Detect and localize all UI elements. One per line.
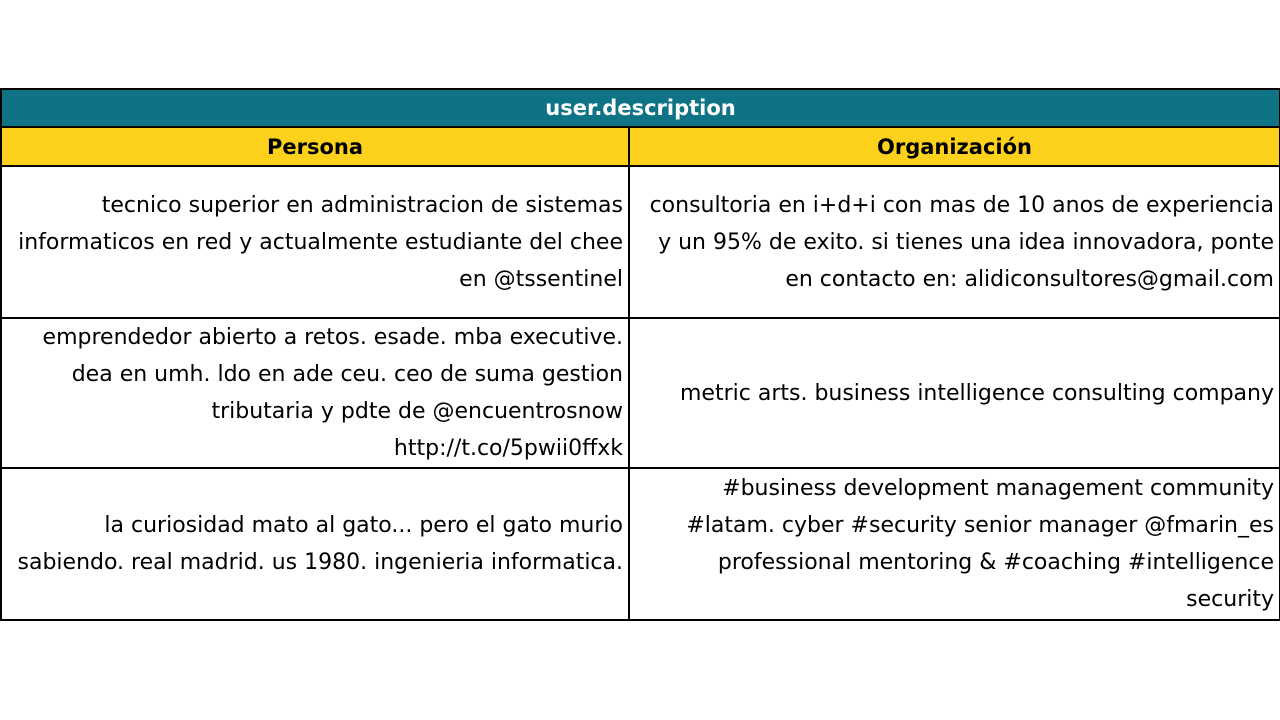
description-table-container: user.description Persona Organización te… — [0, 88, 1280, 621]
organizacion-cell: consultoria en i+d+i con mas de 10 anos … — [628, 165, 1280, 319]
description-table: user.description Persona Organización te… — [0, 88, 1280, 621]
persona-cell: emprendedor abierto a retos. esade. mba … — [0, 317, 630, 469]
header-persona: Persona — [0, 126, 630, 167]
persona-cell: la curiosidad mato al gato... pero el ga… — [0, 467, 630, 621]
table-row: tecnico superior en administracion de si… — [0, 165, 1280, 319]
table-row: emprendedor abierto a retos. esade. mba … — [0, 317, 1280, 469]
organizacion-cell: #business development management communi… — [628, 467, 1280, 621]
persona-cell: tecnico superior en administracion de si… — [0, 165, 630, 319]
table-header-row: Persona Organización — [0, 126, 1280, 167]
table-row: la curiosidad mato al gato... pero el ga… — [0, 467, 1280, 621]
organizacion-cell: metric arts. business intelligence consu… — [628, 317, 1280, 469]
header-organizacion: Organización — [628, 126, 1280, 167]
table-title: user.description — [0, 88, 1280, 128]
table-title-row: user.description — [0, 88, 1280, 128]
